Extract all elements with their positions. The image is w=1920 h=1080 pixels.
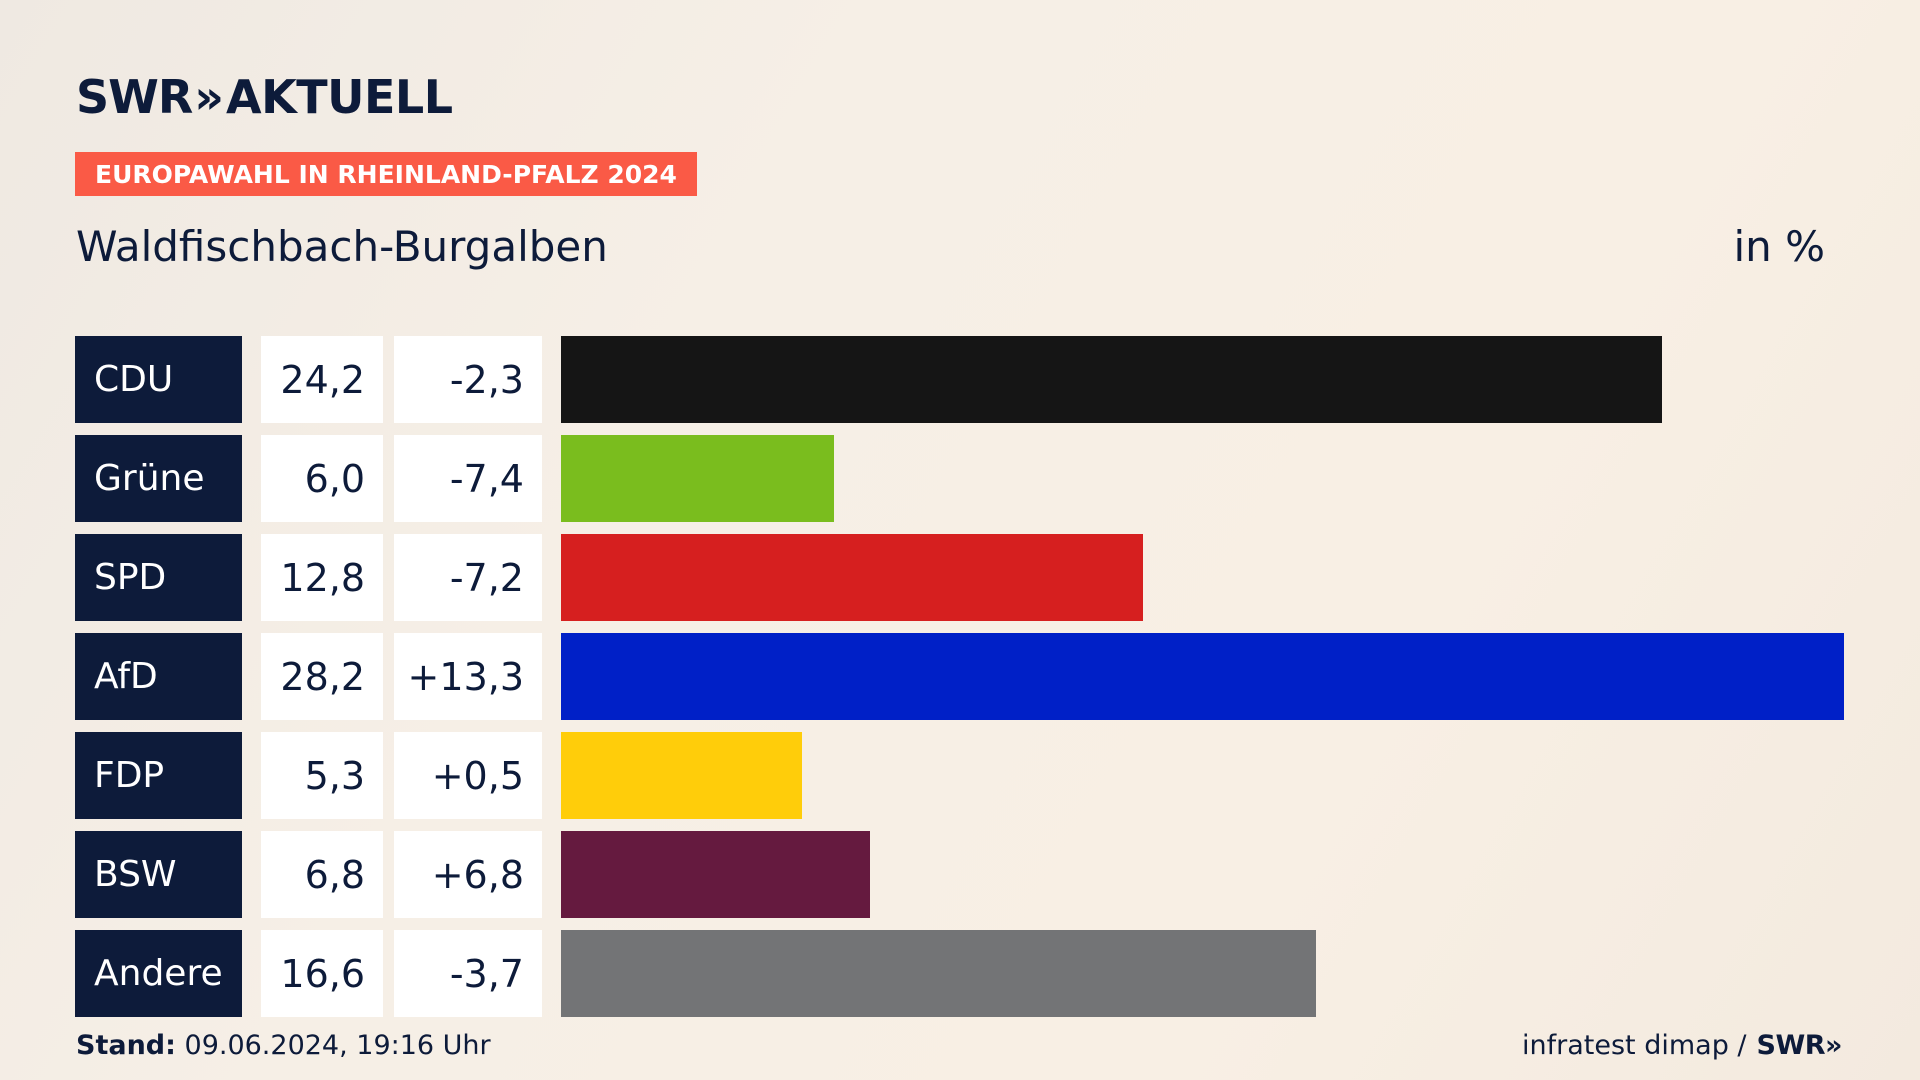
value-label: 12,8 [261,534,383,621]
bar [561,930,1316,1017]
election-kicker: EUROPAWAHL IN RHEINLAND-PFALZ 2024 [75,152,697,196]
value-label: 16,6 [261,930,383,1017]
bar [561,534,1143,621]
logo-swr-text: SWR [76,70,193,124]
chart-row: CDU 24,2 -2,3 [0,336,1920,423]
logo-aktuell-text: AKTUELL [226,70,453,124]
diff-label: -2,3 [394,336,542,423]
bar [561,633,1844,720]
value-label: 28,2 [261,633,383,720]
source: infratest dimap / SWR» [1522,1030,1842,1061]
party-label: SPD [75,534,242,621]
party-label: FDP [75,732,242,819]
diff-label: +13,3 [394,633,542,720]
chart-row: Grüne 6,0 -7,4 [0,435,1920,522]
diff-label: -7,2 [394,534,542,621]
unit-label: in % [1733,222,1825,271]
diff-label: +0,5 [394,732,542,819]
stand-value: 09.06.2024, 19:16 Uhr [184,1030,491,1061]
logo: SWR » AKTUELL [76,70,453,124]
party-label: Grüne [75,435,242,522]
bar [561,732,802,819]
party-label: CDU [75,336,242,423]
bar [561,435,834,522]
chart-row: FDP 5,3 +0,5 [0,732,1920,819]
value-label: 24,2 [261,336,383,423]
value-label: 6,8 [261,831,383,918]
diff-label: -3,7 [394,930,542,1017]
bar [561,831,870,918]
chart-row: SPD 12,8 -7,2 [0,534,1920,621]
chart-row: Andere 16,6 -3,7 [0,930,1920,1017]
source-text: infratest dimap / [1522,1030,1747,1061]
chart-row: AfD 28,2 +13,3 [0,633,1920,720]
party-label: BSW [75,831,242,918]
diff-label: +6,8 [394,831,542,918]
party-label: Andere [75,930,242,1017]
chart-row: BSW 6,8 +6,8 [0,831,1920,918]
party-label: AfD [75,633,242,720]
value-label: 5,3 [261,732,383,819]
value-label: 6,0 [261,435,383,522]
bar [561,336,1662,423]
stand-label: Stand: [76,1030,176,1061]
timestamp: Stand: 09.06.2024, 19:16 Uhr [76,1030,491,1061]
source-swr-logo: SWR» [1756,1030,1843,1061]
diff-label: -7,4 [394,435,542,522]
region-title: Waldfischbach-Burgalben [76,222,608,271]
